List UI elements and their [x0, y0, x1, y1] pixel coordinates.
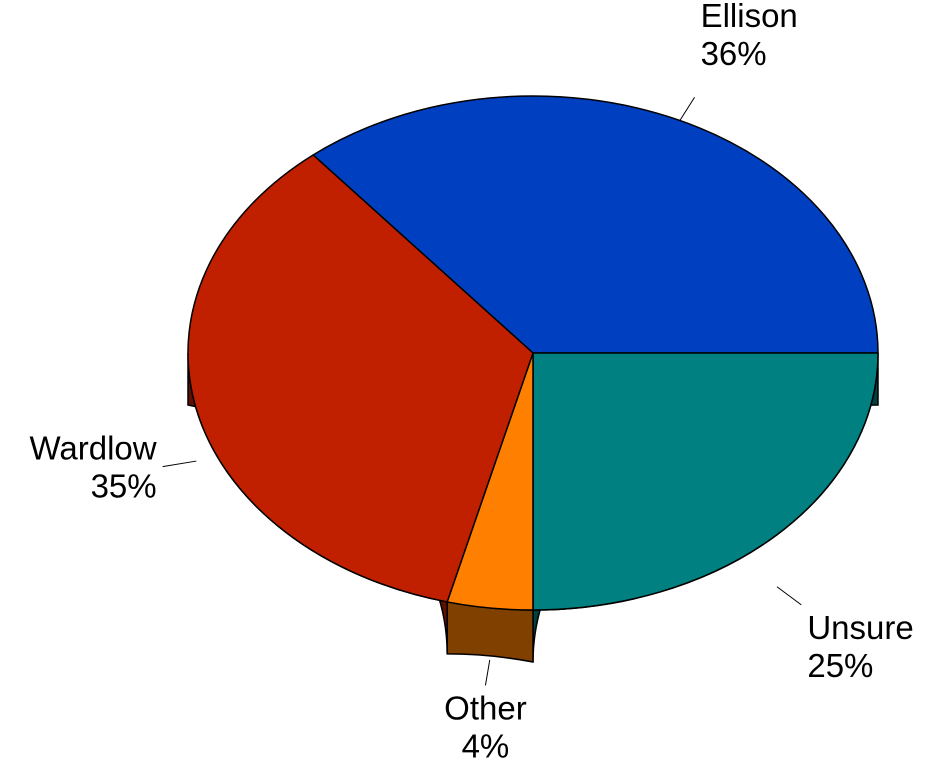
leader-line-wardlow: [162, 460, 197, 468]
slice-label-ellison: Ellison: [701, 0, 798, 34]
slice-value-unsure: 25%: [807, 647, 873, 684]
slice-value-ellison: 36%: [701, 35, 767, 72]
slice-value-wardlow: 35%: [91, 468, 157, 505]
pie-slice-ellison: [312, 95, 879, 354]
slice-label-unsure: Unsure: [807, 609, 913, 646]
pie-slice-wardlow: [187, 154, 534, 603]
pie-side-other: [446, 601, 534, 663]
leader-line-other: [484, 659, 491, 686]
slice-label-wardlow: Wardlow: [29, 430, 156, 467]
pie-tops: [187, 95, 879, 611]
slice-value-other: 4%: [462, 727, 510, 764]
leader-line-ellison: [679, 96, 696, 121]
pie-slice-unsure: [532, 352, 879, 611]
slice-label-other: Other: [444, 689, 527, 726]
leader-line-unsure: [776, 586, 802, 606]
leader-lines: [162, 96, 802, 686]
